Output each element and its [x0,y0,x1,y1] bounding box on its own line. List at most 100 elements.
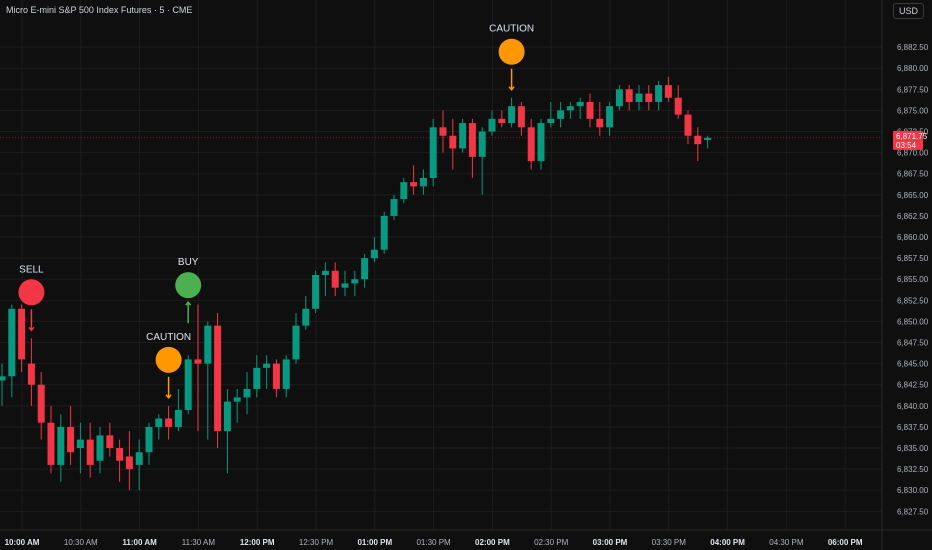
candle-body [86,439,94,465]
candle [400,177,408,204]
candle [704,135,712,149]
candle [488,110,496,136]
candle-body [361,258,369,280]
candle [508,97,516,128]
candle [468,118,476,178]
x-tick-label: 02:30 PM [534,538,569,547]
candle-body [0,376,6,381]
y-tick-label: 6,870.00 [897,149,929,158]
y-tick-label: 6,827.50 [897,507,929,516]
candle [694,127,702,162]
candle [635,85,643,111]
candle-body [125,456,133,470]
candle [194,304,202,432]
y-tick-label: 6,830.00 [897,486,929,495]
candle-body [410,182,418,187]
candle [586,93,594,128]
candles-layer [0,76,712,491]
candle [174,388,182,432]
y-tick-label: 6,847.50 [897,339,929,348]
candle [547,101,555,128]
y-tick-label: 6,857.50 [897,254,929,263]
candle-body [655,85,663,102]
x-tick-label: 06:00 PM [828,538,863,547]
x-tick-label: 02:00 PM [475,538,510,547]
signal-caution: CAUTION [146,332,191,400]
candle-body [272,363,280,389]
candle [449,118,457,170]
candle-body [57,426,65,465]
candle [517,101,525,136]
candle [615,85,623,111]
price-tag-value: 6,871.75 [896,132,928,141]
signal-dot [175,272,202,299]
y-tick-label: 6,840.00 [897,402,929,411]
candle-body [419,177,427,187]
candle-body [67,426,75,453]
candle [439,110,447,153]
y-tick-label: 6,860.00 [897,233,929,242]
candle [684,110,692,145]
candle [576,97,584,119]
candle-body [449,135,457,149]
candle [116,439,124,482]
signals-layer: SELL CAUTION BUY CAUTION [18,24,534,400]
x-tick-label: 04:00 PM [710,538,745,547]
x-tick-label: 12:00 PM [240,538,275,547]
signal-dot [498,38,525,65]
candle [106,422,114,457]
candle [341,270,349,297]
x-tick-label: 01:30 PM [416,538,451,547]
candle-body [488,118,496,132]
candle-body [282,359,290,389]
candle-body [27,363,35,385]
candle [674,85,682,119]
candle-body [478,131,486,157]
candle-body [76,439,84,449]
candle [125,431,133,491]
candle-body [684,114,692,136]
y-tick-label: 6,850.00 [897,317,929,326]
y-tick-label: 6,867.50 [897,170,929,179]
price-axis[interactable]: 6,827.50 6,830.00 6,832.50 6,835.00 6,837.50… [897,43,929,516]
signal-arrowhead [508,86,515,91]
candle-body [390,199,398,216]
x-tick-label: 03:30 PM [652,538,687,547]
candle-body [459,123,467,149]
x-tick-label: 01:00 PM [357,538,392,547]
candle [145,422,153,465]
candle-body [429,127,437,178]
candle-body [674,97,682,115]
signal-sell: SELL [18,264,45,332]
candle [272,359,280,398]
x-tick-label: 12:30 PM [299,538,334,547]
candle-body [96,435,104,461]
candle [370,237,378,263]
candle-body [155,418,163,427]
candle [155,414,163,440]
candle [459,118,467,153]
signal-label: SELL [19,264,44,275]
candle [47,405,55,474]
signal-label: CAUTION [146,332,191,343]
candle [625,85,633,111]
candle-body [635,93,643,102]
y-tick-label: 6,837.50 [897,423,929,432]
candle-body [468,123,476,157]
candle [410,165,418,195]
y-tick-label: 6,882.50 [897,43,929,52]
signal-arrowhead [165,394,172,400]
x-tick-label: 10:30 AM [64,538,98,547]
time-axis[interactable]: 10:00 AM 10:30 AM 11:00 AM 11:30 AM 12:00 PM… [5,538,863,547]
signal-label: CAUTION [489,24,534,35]
y-tick-label: 6,852.50 [897,296,929,305]
candle-body [439,127,447,136]
candle [18,304,26,373]
currency-button[interactable]: USD [892,3,924,19]
candle [135,439,143,491]
y-tick-label: 6,855.00 [897,275,929,284]
candle-body [341,283,349,288]
